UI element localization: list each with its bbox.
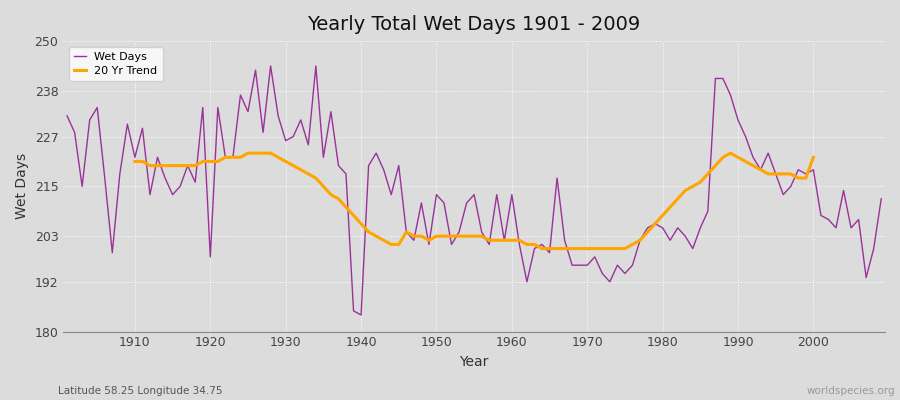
20 Yr Trend	[295, 167, 306, 172]
Line: 20 Yr Trend: 20 Yr Trend	[135, 153, 814, 248]
Wet Days	[122, 122, 133, 126]
Wet Days	[514, 242, 525, 247]
Y-axis label: Wet Days: Wet Days	[15, 153, 29, 220]
Title: Yearly Total Wet Days 1901 - 2009: Yearly Total Wet Days 1901 - 2009	[308, 15, 641, 34]
Line: Wet Days: Wet Days	[68, 66, 881, 315]
Wet Days	[356, 312, 366, 317]
Wet Days	[295, 118, 306, 122]
Wet Days	[876, 196, 886, 201]
Wet Days	[266, 64, 276, 68]
20 Yr Trend	[808, 155, 819, 160]
Text: Latitude 58.25 Longitude 34.75: Latitude 58.25 Longitude 34.75	[58, 386, 223, 396]
20 Yr Trend	[717, 155, 728, 160]
20 Yr Trend	[536, 246, 547, 251]
Text: worldspecies.org: worldspecies.org	[807, 386, 896, 396]
20 Yr Trend	[310, 176, 321, 180]
X-axis label: Year: Year	[460, 355, 489, 369]
20 Yr Trend	[212, 159, 223, 164]
Wet Days	[62, 114, 73, 118]
Legend: Wet Days, 20 Yr Trend: Wet Days, 20 Yr Trend	[68, 47, 163, 81]
20 Yr Trend	[800, 176, 811, 180]
Wet Days	[612, 263, 623, 268]
20 Yr Trend	[130, 159, 140, 164]
Wet Days	[340, 172, 351, 176]
20 Yr Trend	[243, 151, 254, 156]
20 Yr Trend	[529, 242, 540, 247]
Wet Days	[521, 279, 532, 284]
